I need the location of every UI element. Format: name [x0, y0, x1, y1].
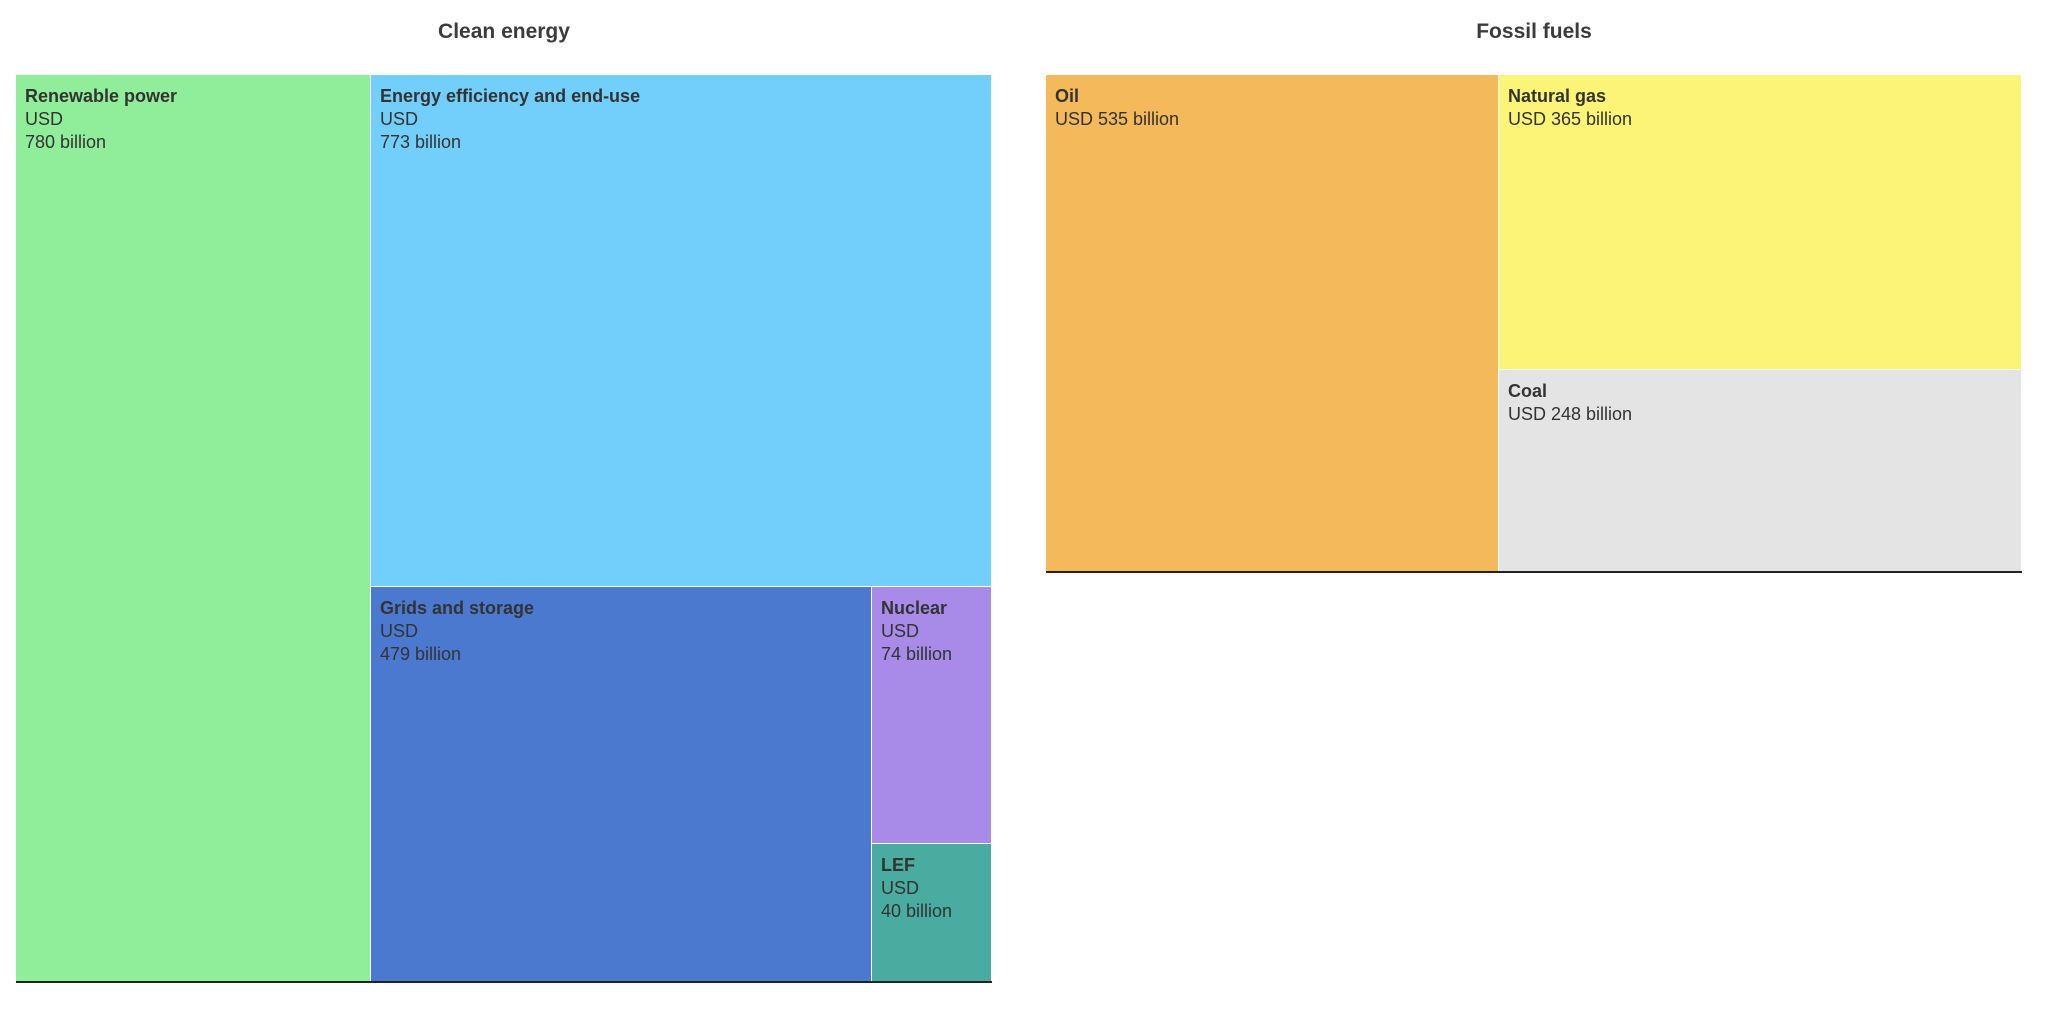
tile-label: Nuclear USD 74 billion: [881, 597, 987, 666]
tile-value-label: USD 248 billion: [1508, 404, 1633, 424]
clean-energy-baseline: [16, 981, 992, 983]
tile-label: Grids and storage USD 479 billion: [380, 597, 867, 666]
tile-label: Coal USD 248 billion: [1508, 380, 2017, 426]
tile-label: Natural gas USD 365 billion: [1508, 85, 2017, 131]
tile-oil[interactable]: Oil USD 535 billion: [1046, 75, 1499, 572]
tile-value-label: USD 773 billion: [380, 109, 462, 152]
tile-category-name: Energy efficiency and end-use: [380, 86, 641, 106]
tile-lef[interactable]: LEF USD 40 billion: [872, 844, 992, 982]
tile-value-label: USD 780 billion: [25, 109, 107, 152]
tile-label: LEF USD 40 billion: [881, 854, 987, 923]
tile-coal[interactable]: Coal USD 248 billion: [1499, 370, 2022, 572]
fossil-fuels-title: Fossil fuels: [1476, 20, 1592, 43]
tile-category-name: Oil: [1055, 86, 1080, 106]
tile-category-name: Coal: [1508, 381, 1548, 401]
tile-nuclear[interactable]: Nuclear USD 74 billion: [872, 587, 992, 844]
tile-category-name: Nuclear: [881, 598, 948, 618]
tile-renewable-power[interactable]: Renewable power USD 780 billion: [16, 75, 371, 982]
tile-label: Renewable power USD 780 billion: [25, 85, 366, 154]
tile-label: Oil USD 535 billion: [1055, 85, 1494, 131]
tile-category-name: Renewable power: [25, 86, 178, 106]
tile-value-label: USD 74 billion: [881, 621, 953, 664]
tile-value-label: USD 365 billion: [1508, 109, 1633, 129]
tile-category-name: LEF: [881, 855, 915, 875]
clean-energy-title: Clean energy: [438, 20, 570, 43]
fossil-fuels-baseline: [1046, 571, 2022, 573]
tile-grids-and-storage[interactable]: Grids and storage USD 479 billion: [371, 587, 872, 982]
tile-value-label: USD 40 billion: [881, 878, 953, 921]
tile-label: Energy efficiency and end-use USD 773 bil…: [380, 85, 987, 154]
tile-natural-gas[interactable]: Natural gas USD 365 billion: [1499, 75, 2022, 370]
tile-value-label: USD 535 billion: [1055, 109, 1180, 129]
tile-value-label: USD 479 billion: [380, 621, 462, 664]
tile-category-name: Grids and storage: [380, 598, 535, 618]
tile-energy-efficiency-and-end-use[interactable]: Energy efficiency and end-use USD 773 bil…: [371, 75, 992, 587]
tile-category-name: Natural gas: [1508, 86, 1607, 106]
